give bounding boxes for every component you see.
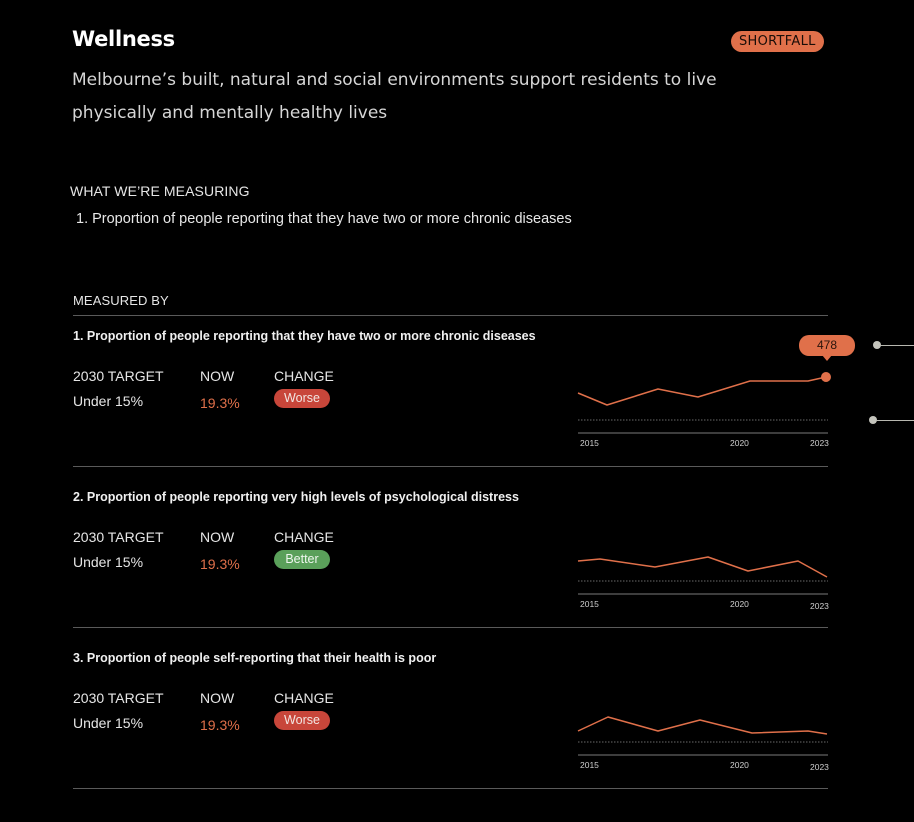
change-header: CHANGE [274, 368, 334, 384]
status-badge: SHORTFALL [731, 31, 824, 52]
measuring-heading: WHAT WE’RE MEASURING [70, 183, 250, 199]
sparkline-chart-1[interactable] [574, 370, 840, 455]
tick-2023: 2023 [810, 438, 829, 448]
indicator-title: 2. Proportion of people reporting very h… [73, 490, 519, 504]
tick-2023: 2023 [810, 762, 829, 772]
now-header: NOW [200, 690, 235, 706]
sparkline-chart-3[interactable] [574, 705, 840, 775]
target-value: Under 15% [73, 715, 144, 731]
tick-2015: 2015 [580, 438, 599, 448]
change-badge-worse: Worse [274, 389, 330, 408]
change-badge-better: Better [274, 550, 330, 569]
target-header: 2030 TARGET [73, 690, 164, 706]
tick-2015: 2015 [580, 599, 599, 609]
divider [73, 788, 828, 789]
value-tooltip: 478 [799, 335, 855, 356]
divider [73, 466, 828, 467]
tick-2020: 2020 [730, 760, 749, 770]
connector-line [876, 420, 914, 421]
change-badge-worse: Worse [274, 711, 330, 730]
connector-dot [869, 416, 877, 424]
sparkline-chart-2[interactable] [574, 540, 840, 610]
target-header: 2030 TARGET [73, 529, 164, 545]
tick-2020: 2020 [730, 438, 749, 448]
page-subtitle: Melbourne’s built, natural and social en… [72, 70, 717, 123]
now-header: NOW [200, 368, 235, 384]
target-value: Under 15% [73, 393, 144, 409]
indicator-title: 1. Proportion of people reporting that t… [73, 329, 536, 343]
tick-2020: 2020 [730, 599, 749, 609]
divider [73, 627, 828, 628]
connector-line [880, 345, 914, 346]
page-title: Wellness [72, 27, 175, 51]
now-header: NOW [200, 529, 235, 545]
now-value: 19.3% [200, 395, 240, 411]
now-value: 19.3% [200, 556, 240, 572]
now-value: 19.3% [200, 717, 240, 733]
highlight-point [821, 372, 831, 382]
tick-2023: 2023 [810, 601, 829, 611]
target-header: 2030 TARGET [73, 368, 164, 384]
connector-dot [873, 341, 881, 349]
change-header: CHANGE [274, 690, 334, 706]
tooltip-tail [822, 355, 832, 361]
tick-2015: 2015 [580, 760, 599, 770]
measuring-item: 1. Proportion of people reporting that t… [76, 211, 572, 227]
indicator-title: 3. Proportion of people self-reporting t… [73, 651, 437, 665]
measured-by-heading: MEASURED BY [73, 293, 169, 308]
target-value: Under 15% [73, 554, 144, 570]
divider [73, 315, 828, 316]
change-header: CHANGE [274, 529, 334, 545]
